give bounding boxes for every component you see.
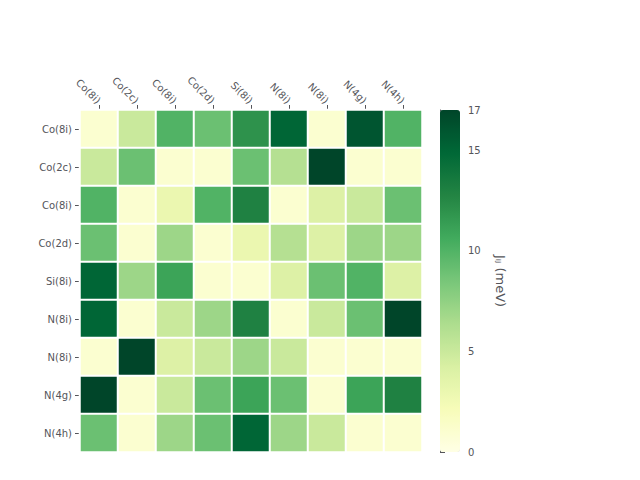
svg-text:Co(8i): Co(8i) (42, 200, 72, 211)
svg-text:0: 0 (468, 447, 474, 458)
svg-text:Si(8i): Si(8i) (229, 80, 255, 106)
svg-text:10: 10 (468, 245, 481, 256)
svg-text:5: 5 (468, 346, 474, 357)
svg-text:Co(8i): Co(8i) (42, 124, 72, 135)
svg-text:N(8i): N(8i) (48, 352, 73, 363)
svg-text:N(8i): N(8i) (48, 314, 73, 325)
svg-text:Jᵢⱼ (meV): Jᵢⱼ (meV) (493, 254, 508, 307)
svg-text:Co(8i): Co(8i) (74, 77, 103, 106)
svg-text:Co(2d): Co(2d) (38, 238, 72, 249)
svg-text:17: 17 (468, 105, 481, 116)
svg-text:Co(2c): Co(2c) (110, 75, 141, 106)
svg-text:N(4h): N(4h) (379, 78, 407, 106)
svg-text:Co(2c): Co(2c) (39, 162, 72, 173)
svg-text:Si(8i): Si(8i) (46, 276, 72, 287)
svg-text:N(4g): N(4g) (44, 390, 72, 401)
svg-text:15: 15 (468, 145, 481, 156)
svg-text:N(4g): N(4g) (341, 78, 369, 106)
svg-text:N(8i): N(8i) (268, 81, 293, 106)
svg-text:Co(8i): Co(8i) (150, 77, 179, 106)
svg-text:N(4h): N(4h) (44, 428, 72, 439)
svg-text:N(8i): N(8i) (306, 81, 331, 106)
svg-text:Co(2d): Co(2d) (185, 74, 217, 106)
